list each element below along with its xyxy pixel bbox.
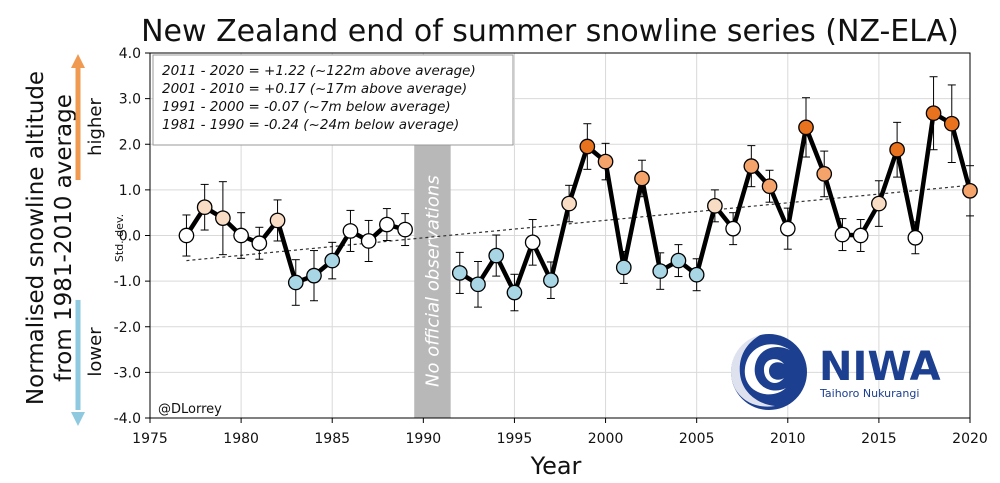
label-std-dev: Std. dev.	[113, 214, 126, 262]
x-tick-label: 1990	[406, 431, 442, 447]
direction-arrow	[71, 54, 85, 426]
niwa-logo-subtitle: Taihoro Nukurangi	[819, 387, 919, 400]
data-point	[287, 274, 304, 291]
data-point	[688, 266, 705, 283]
data-points	[178, 105, 978, 301]
y-tick-label: -4.0	[114, 411, 141, 427]
data-point	[178, 227, 195, 244]
data-point	[506, 284, 523, 301]
data-point	[816, 166, 833, 182]
x-tick-label: 1975	[132, 431, 168, 447]
y-tick-label: -3.0	[114, 365, 141, 381]
gap-rect	[414, 144, 451, 418]
data-point	[889, 141, 905, 158]
data-point	[451, 265, 468, 281]
niwa-logo: NIWA Taihoro Nukurangi	[731, 334, 941, 410]
data-point	[834, 226, 851, 243]
data-point	[379, 216, 395, 233]
data-point	[634, 170, 650, 187]
data-point	[761, 178, 778, 195]
data-point	[779, 220, 796, 237]
data-point	[306, 267, 322, 284]
data-point	[943, 115, 960, 132]
data-point	[798, 119, 814, 136]
label-higher: higher	[85, 98, 106, 156]
annotation-1991-2000: 1991 - 2000 = -0.07 (~7m below average)	[162, 99, 451, 115]
data-point	[743, 158, 760, 174]
y-tick-label: -1.0	[114, 274, 141, 290]
data-point	[852, 227, 869, 244]
data-point	[962, 182, 978, 199]
data-point	[725, 220, 741, 237]
data-point	[579, 138, 596, 155]
data-point	[652, 263, 669, 279]
y-tick-label: 2.0	[119, 137, 141, 153]
annotation-2011-2020: 2011 - 2020 = +1.22 (~122m above average…	[162, 63, 476, 79]
y-tick-label: 4.0	[119, 46, 141, 62]
data-point	[324, 252, 341, 269]
y-tick-label: 3.0	[119, 92, 141, 108]
annotation-2001-2010: 2001 - 2010 = +0.17 (~17m above average)	[162, 81, 467, 97]
y-tick-label: -2.0	[114, 320, 141, 336]
credit: @DLorrey	[158, 402, 222, 417]
data-point	[196, 199, 213, 216]
y-tick-label: 0.0	[119, 229, 141, 245]
x-tick-label: 1980	[223, 431, 259, 447]
x-axis-ticks: 1975 1980 1985 1990 1995 2000 2005 2010 2015 2020	[132, 418, 988, 447]
x-tick-label: 1995	[497, 431, 533, 447]
no-observations-band: No official observations	[414, 144, 451, 418]
data-point	[233, 227, 249, 244]
data-point	[342, 223, 359, 239]
data-point	[907, 229, 924, 246]
annotation-1981-1990: 1981 - 1990 = -0.24 (~24m below average)	[162, 117, 459, 133]
data-point	[670, 252, 687, 269]
x-tick-label: 2010	[770, 431, 806, 447]
label-lower: lower	[85, 327, 106, 377]
data-point	[470, 276, 486, 293]
data-point	[524, 234, 541, 251]
data-point	[360, 233, 377, 249]
y-axis-label-line2: from 1981-2010 average	[51, 94, 77, 382]
data-point	[707, 197, 723, 214]
y-axis-label-line1: Normalised snowline altitude	[23, 71, 49, 405]
data-point	[269, 212, 286, 229]
data-point	[215, 210, 231, 227]
x-tick-label: 2015	[861, 431, 897, 447]
y-tick-label: 1.0	[119, 183, 141, 199]
data-point	[925, 105, 942, 122]
trend-line	[186, 184, 971, 262]
x-axis-label: Year	[530, 452, 582, 480]
x-tick-label: 2000	[588, 431, 624, 447]
data-point	[543, 272, 559, 289]
data-point	[561, 195, 577, 212]
niwa-emblem-icon	[731, 334, 807, 410]
x-tick-label: 2005	[679, 431, 715, 447]
gap-label: No official observations	[422, 175, 443, 387]
data-point	[871, 195, 887, 212]
chart-title: New Zealand end of summer snowline serie…	[141, 14, 959, 49]
niwa-logo-text: NIWA	[819, 344, 941, 390]
decade-annotations: 2011 - 2020 = +1.22 (~122m above average…	[152, 54, 514, 146]
x-tick-label: 2020	[952, 431, 988, 447]
y-axis-ticks: -4.0 -3.0 -2.0 -1.0 0.0 1.0 2.0 3.0 4.0	[114, 46, 150, 427]
data-point	[488, 247, 505, 264]
data-point	[397, 221, 413, 238]
data-point	[251, 235, 268, 252]
x-tick-label: 1985	[314, 431, 350, 447]
data-point	[615, 259, 632, 276]
data-point	[597, 153, 614, 170]
